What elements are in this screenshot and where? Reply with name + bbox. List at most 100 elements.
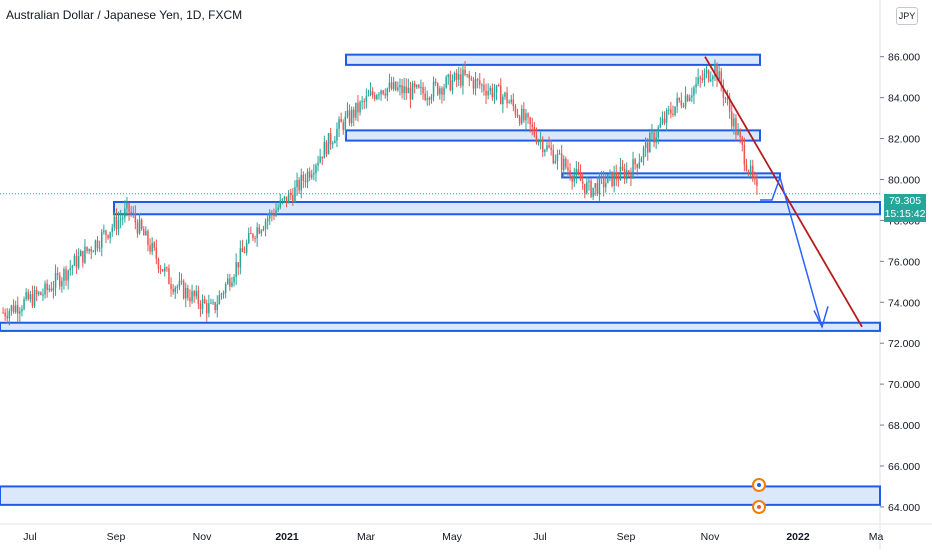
- candle-body: [130, 211, 132, 214]
- zone-rect: [561, 172, 781, 179]
- candle-body: [264, 221, 267, 229]
- candle-body: [722, 86, 725, 98]
- candle-body: [243, 252, 246, 254]
- candle-body: [98, 247, 101, 249]
- candle-body: [311, 174, 313, 178]
- event-marker-dot-icon[interactable]: [752, 500, 766, 514]
- candle-body: [187, 288, 189, 298]
- candle-body: [521, 108, 523, 124]
- candle-body: [239, 248, 242, 268]
- candle-body: [124, 208, 126, 218]
- candle-body: [437, 83, 439, 95]
- candle-body: [254, 237, 256, 239]
- candle-body: [365, 96, 368, 102]
- candle-body: [10, 305, 13, 312]
- candle-body: [701, 78, 704, 80]
- candle-body: [718, 71, 720, 80]
- candle-body: [33, 290, 36, 306]
- candle-body: [495, 85, 498, 93]
- candle-body: [476, 79, 479, 81]
- zone-rect: [113, 200, 881, 216]
- candle-body: [483, 84, 485, 91]
- candle-body: [111, 227, 113, 232]
- candle-body: [382, 90, 384, 94]
- candle-body: [392, 81, 395, 90]
- candle-body: [697, 77, 699, 84]
- x-tick-label: Nov: [193, 531, 212, 543]
- candle-body: [554, 160, 557, 164]
- candle-body: [134, 213, 137, 223]
- candle-body: [48, 288, 50, 290]
- currency-badge[interactable]: JPY: [896, 7, 918, 25]
- candle-body: [510, 99, 512, 103]
- y-tick-label: 80.000: [888, 174, 920, 186]
- candle-body: [306, 171, 309, 183]
- candle-body: [250, 233, 252, 235]
- candle-body: [638, 162, 641, 168]
- candle-body: [731, 111, 733, 127]
- candle-body: [245, 242, 248, 253]
- candle-body: [363, 101, 365, 103]
- y-tick-label: 84.000: [888, 93, 920, 105]
- candle-body: [619, 166, 622, 180]
- candle-body: [224, 284, 227, 293]
- candle-body: [571, 177, 573, 182]
- candle-body: [426, 98, 428, 100]
- candle-body: [703, 73, 706, 80]
- candle-body: [432, 81, 435, 97]
- candle-body: [2, 312, 4, 314]
- candle-body: [609, 171, 611, 175]
- candle-body: [733, 118, 735, 127]
- last-price-label: 79.305 15:15:42: [884, 194, 926, 222]
- candle-body: [248, 233, 250, 243]
- candle-body: [401, 84, 403, 94]
- candle-body: [220, 294, 223, 296]
- candle-body: [659, 123, 662, 128]
- candle-body: [260, 230, 263, 234]
- candle-body: [241, 248, 244, 253]
- candle-body: [56, 273, 59, 276]
- candle-body: [686, 95, 689, 101]
- candle-body: [743, 144, 746, 165]
- candle-body: [560, 153, 563, 170]
- candle-body: [569, 170, 571, 178]
- candle-body: [164, 267, 166, 272]
- candle-body: [502, 96, 504, 105]
- candle-body: [485, 90, 487, 96]
- candle-body: [399, 84, 401, 88]
- candle-body: [527, 113, 529, 118]
- y-tick-label: 68.000: [888, 420, 920, 432]
- candle-body: [655, 137, 657, 143]
- candle-body: [508, 102, 510, 104]
- candle-body: [416, 85, 418, 88]
- candle-body: [231, 282, 233, 287]
- candle-body: [672, 113, 674, 115]
- candle-body: [90, 249, 92, 252]
- candle-body: [214, 302, 216, 311]
- candle-body: [61, 280, 63, 287]
- candle-body: [50, 288, 53, 291]
- candle-body: [676, 97, 678, 107]
- candle-body: [626, 170, 628, 180]
- candle-body: [19, 311, 21, 314]
- candle-body: [369, 91, 372, 96]
- candle-body: [525, 113, 527, 121]
- candle-body: [96, 240, 99, 248]
- candle-body: [468, 74, 470, 79]
- candle-body: [621, 166, 624, 170]
- candle-body: [634, 159, 636, 165]
- y-tick-label: 82.000: [888, 134, 920, 146]
- candle-body: [283, 196, 286, 200]
- candle-body: [395, 81, 397, 91]
- candle-body: [59, 275, 61, 287]
- y-tick-label: 72.000: [888, 338, 920, 350]
- candle-body: [623, 169, 626, 180]
- candle-body: [46, 283, 48, 290]
- candle-body: [462, 69, 464, 86]
- event-marker-flag-icon[interactable]: [752, 478, 766, 492]
- candle-body: [439, 88, 441, 95]
- candle-body: [430, 96, 433, 100]
- candle-body: [405, 86, 407, 94]
